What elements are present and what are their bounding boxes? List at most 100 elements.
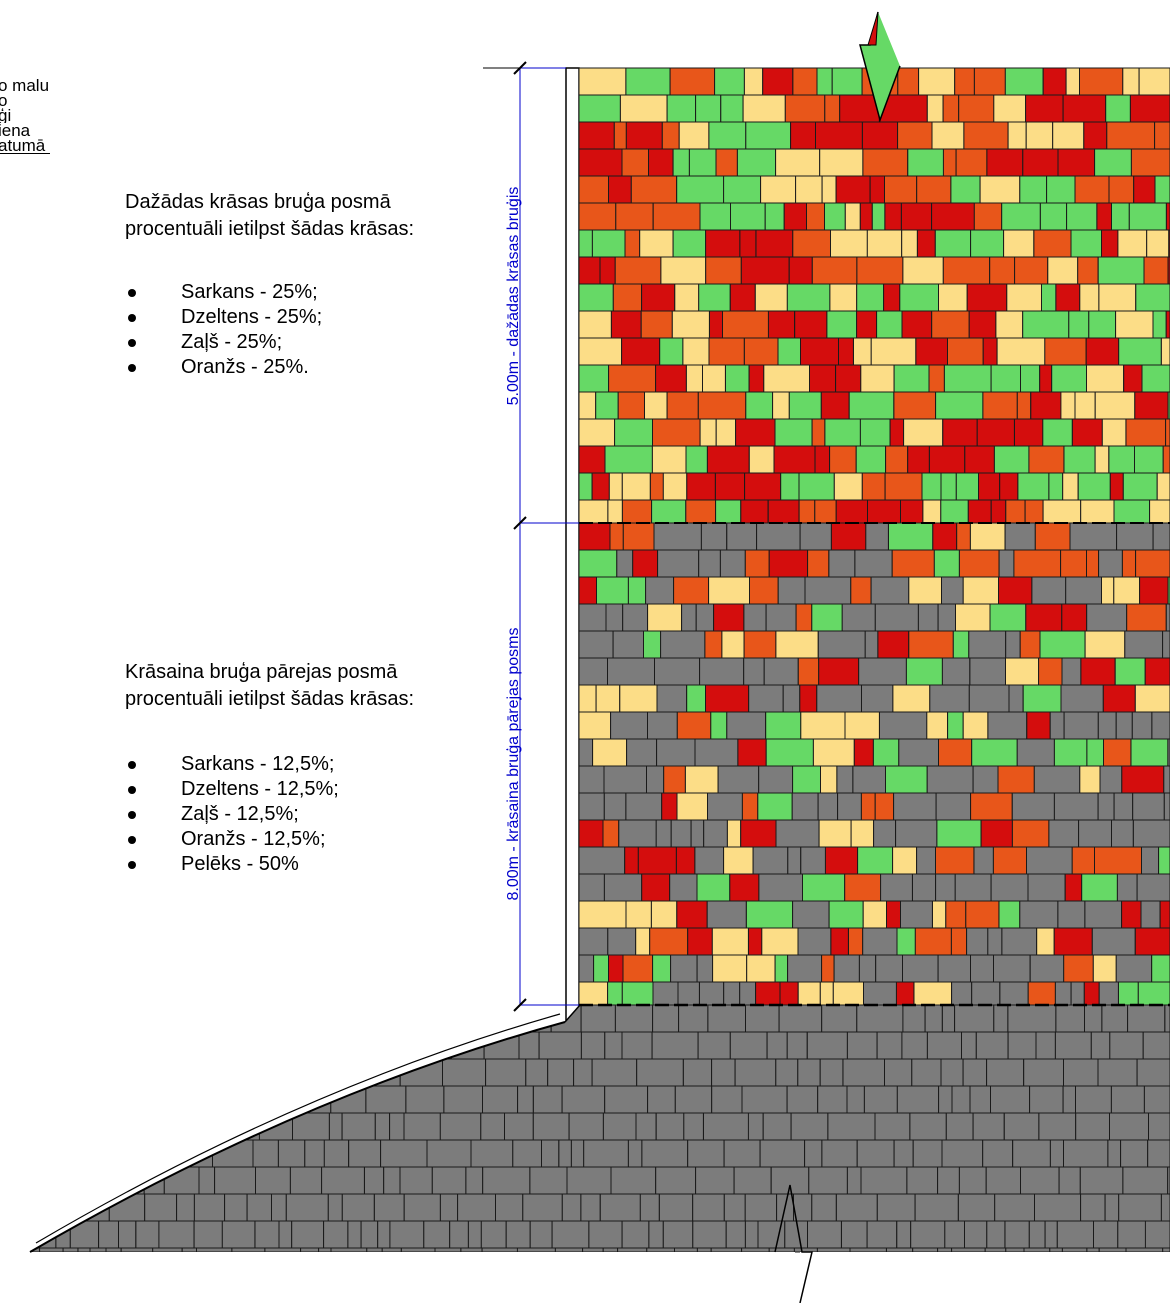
paving-stone [1130, 738, 1169, 767]
paving-stone [649, 472, 664, 501]
paving-stone [973, 846, 994, 875]
paving-stone [676, 792, 708, 821]
paving-stone [1131, 711, 1153, 740]
paving-stone [578, 121, 615, 150]
paving-stone [798, 499, 816, 524]
paving-stone [726, 522, 758, 551]
paving-stone [1063, 954, 1094, 983]
paving-stone [670, 954, 698, 983]
paving-stone [676, 900, 708, 929]
paving-stone [1139, 576, 1169, 605]
paving-stone [941, 657, 971, 686]
paving-stone [181, 1247, 198, 1253]
paving-stone [973, 67, 1006, 96]
paving-stone [711, 1085, 743, 1114]
paving-stone [859, 418, 891, 447]
paving-stone [1068, 310, 1090, 339]
paving-stone [1052, 121, 1085, 150]
paving-stone [1148, 1112, 1170, 1141]
paving-stone [692, 1193, 725, 1222]
paving-stone [56, 1139, 70, 1168]
paving-stone [516, 1247, 556, 1253]
paving-stone [820, 765, 838, 794]
paving-stone [196, 1247, 233, 1253]
paving-stone [912, 1247, 939, 1253]
paving-stone [901, 310, 933, 339]
paving-stone [772, 391, 790, 420]
paving-stone [821, 1005, 858, 1033]
paving-stone [1121, 549, 1137, 578]
paving-stone [1093, 1220, 1119, 1249]
paving-stone [625, 900, 652, 929]
paving-stone [661, 792, 678, 821]
paving-stone [341, 1193, 375, 1222]
paving-stone [30, 1058, 63, 1114]
paving-stone [405, 1085, 445, 1114]
paving-stone [105, 1247, 122, 1253]
paving-stone [558, 1139, 572, 1168]
paving-stone [687, 927, 713, 956]
paving-stone [670, 819, 692, 848]
paving-stone [1111, 819, 1134, 848]
paving-stone [958, 1166, 987, 1195]
paving-stone [990, 499, 1007, 524]
paving-stone [1120, 1139, 1149, 1168]
paving-stone [938, 1085, 953, 1114]
paving-stone [684, 765, 719, 794]
paving-stone [1025, 603, 1063, 632]
list-item: Sarkans - 25%; [125, 280, 322, 305]
paving-stone [246, 1193, 273, 1222]
paving-stone [602, 819, 620, 848]
paving-stone [686, 472, 716, 501]
paving-stone [655, 364, 687, 393]
paving-stone [1116, 522, 1154, 551]
paving-stone [795, 175, 823, 204]
paving-stone [1063, 445, 1096, 474]
paving-stone [423, 1220, 451, 1249]
paving-stone [685, 445, 708, 474]
paving-stone [940, 472, 957, 501]
paving-stone [740, 499, 769, 524]
paving-stone [966, 927, 989, 956]
paving-stone [604, 1031, 623, 1060]
paving-stone [711, 1058, 736, 1087]
paving-stone [999, 981, 1029, 1006]
paving-stone [712, 954, 748, 983]
paving-stone [940, 1058, 964, 1087]
paving-stone [982, 337, 998, 366]
paving-stone [775, 1058, 799, 1087]
paving-stone [193, 1220, 223, 1249]
paving-stone [873, 819, 896, 848]
paving-stone [725, 1220, 746, 1249]
curb-line [564, 1004, 581, 1023]
paving-stone [400, 1247, 436, 1253]
paving-stone [824, 94, 841, 123]
paving-stone [800, 846, 826, 875]
paving-stone [926, 94, 944, 123]
colored-paving-zone [578, 67, 1170, 524]
paving-stone [797, 657, 820, 686]
paving-stone [698, 283, 731, 312]
paving-stone [831, 67, 863, 96]
paving-stone [779, 981, 799, 1006]
paving-stone [1086, 738, 1105, 767]
paving-stone [152, 1247, 183, 1253]
paving-stone [360, 1220, 379, 1249]
paving-stone [1060, 549, 1087, 578]
paving-stone [1123, 364, 1143, 393]
paving-stone [791, 792, 819, 821]
paving-stone [582, 1247, 604, 1253]
paving-stone [745, 391, 774, 420]
paving-stone [821, 954, 835, 983]
paving-stone [838, 337, 854, 366]
paving-stone [1012, 1139, 1051, 1168]
paving-stone [1048, 472, 1064, 501]
paving-stone [764, 202, 785, 231]
paving-stone [1039, 202, 1068, 231]
paving-stone [580, 1031, 606, 1060]
paving-stone [612, 630, 644, 659]
paving-stone [1162, 1247, 1170, 1253]
paving-stone [646, 1247, 675, 1253]
paving-stone [962, 711, 989, 740]
paving-stone [729, 873, 760, 902]
